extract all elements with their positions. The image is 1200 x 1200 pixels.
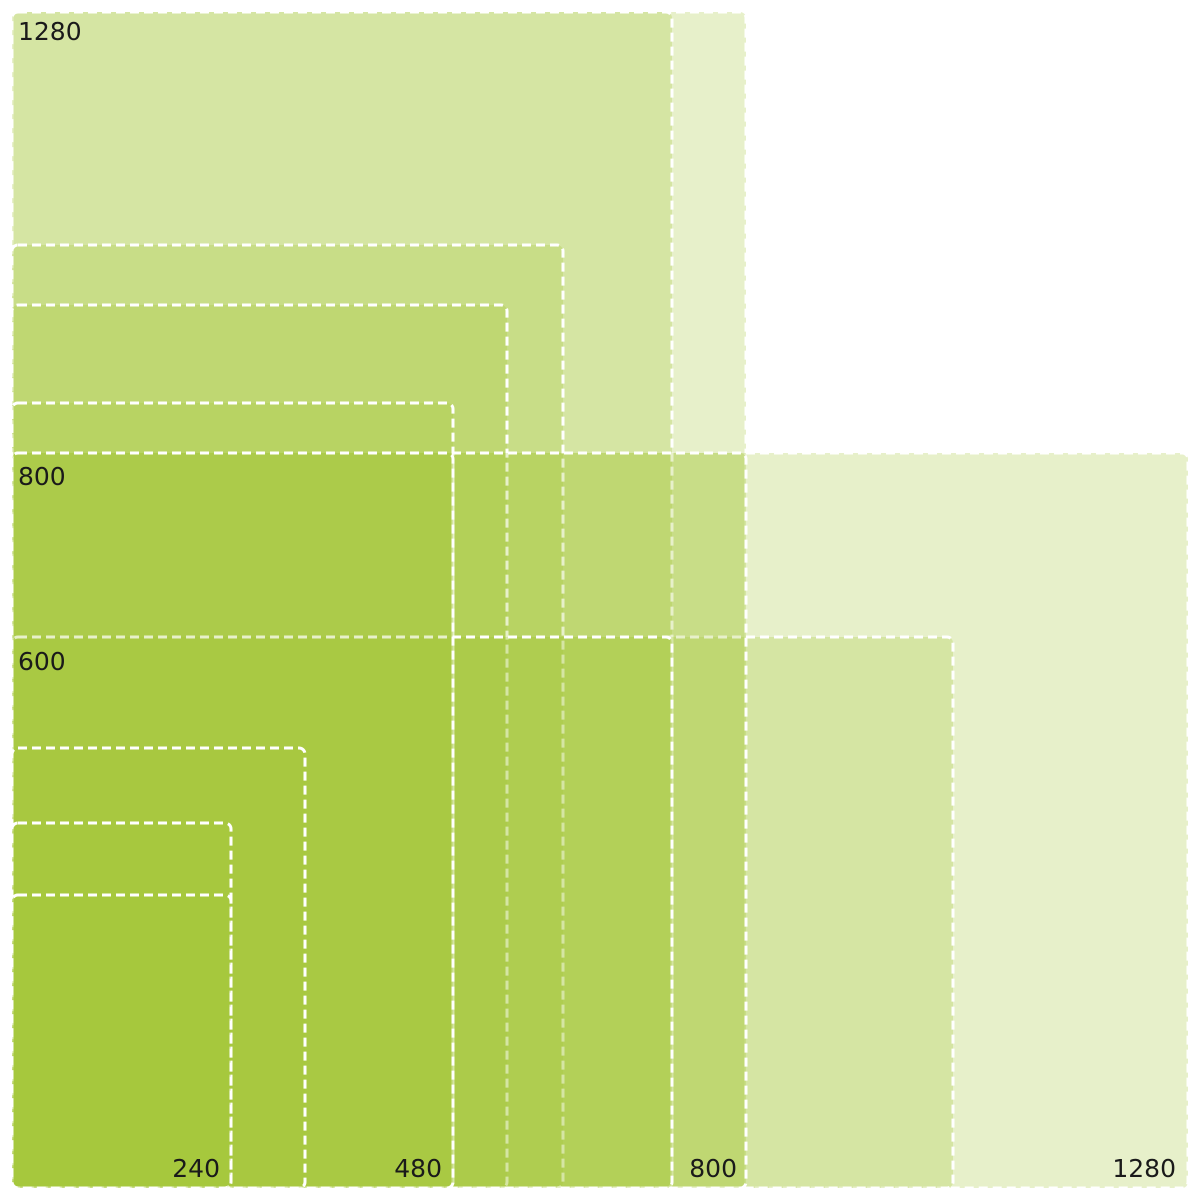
height-label-600: 600 (18, 647, 66, 676)
width-label-1280: 1280 (1112, 1154, 1176, 1183)
width-label-240: 240 (172, 1154, 220, 1183)
screen-rect-240x320 (10, 893, 233, 1190)
height-label-800: 800 (18, 462, 66, 491)
screen-rect-480x800 (10, 451, 455, 1190)
width-label-800: 800 (689, 1154, 737, 1183)
width-label-480: 480 (394, 1154, 442, 1183)
height-label-1280: 1280 (18, 17, 82, 46)
